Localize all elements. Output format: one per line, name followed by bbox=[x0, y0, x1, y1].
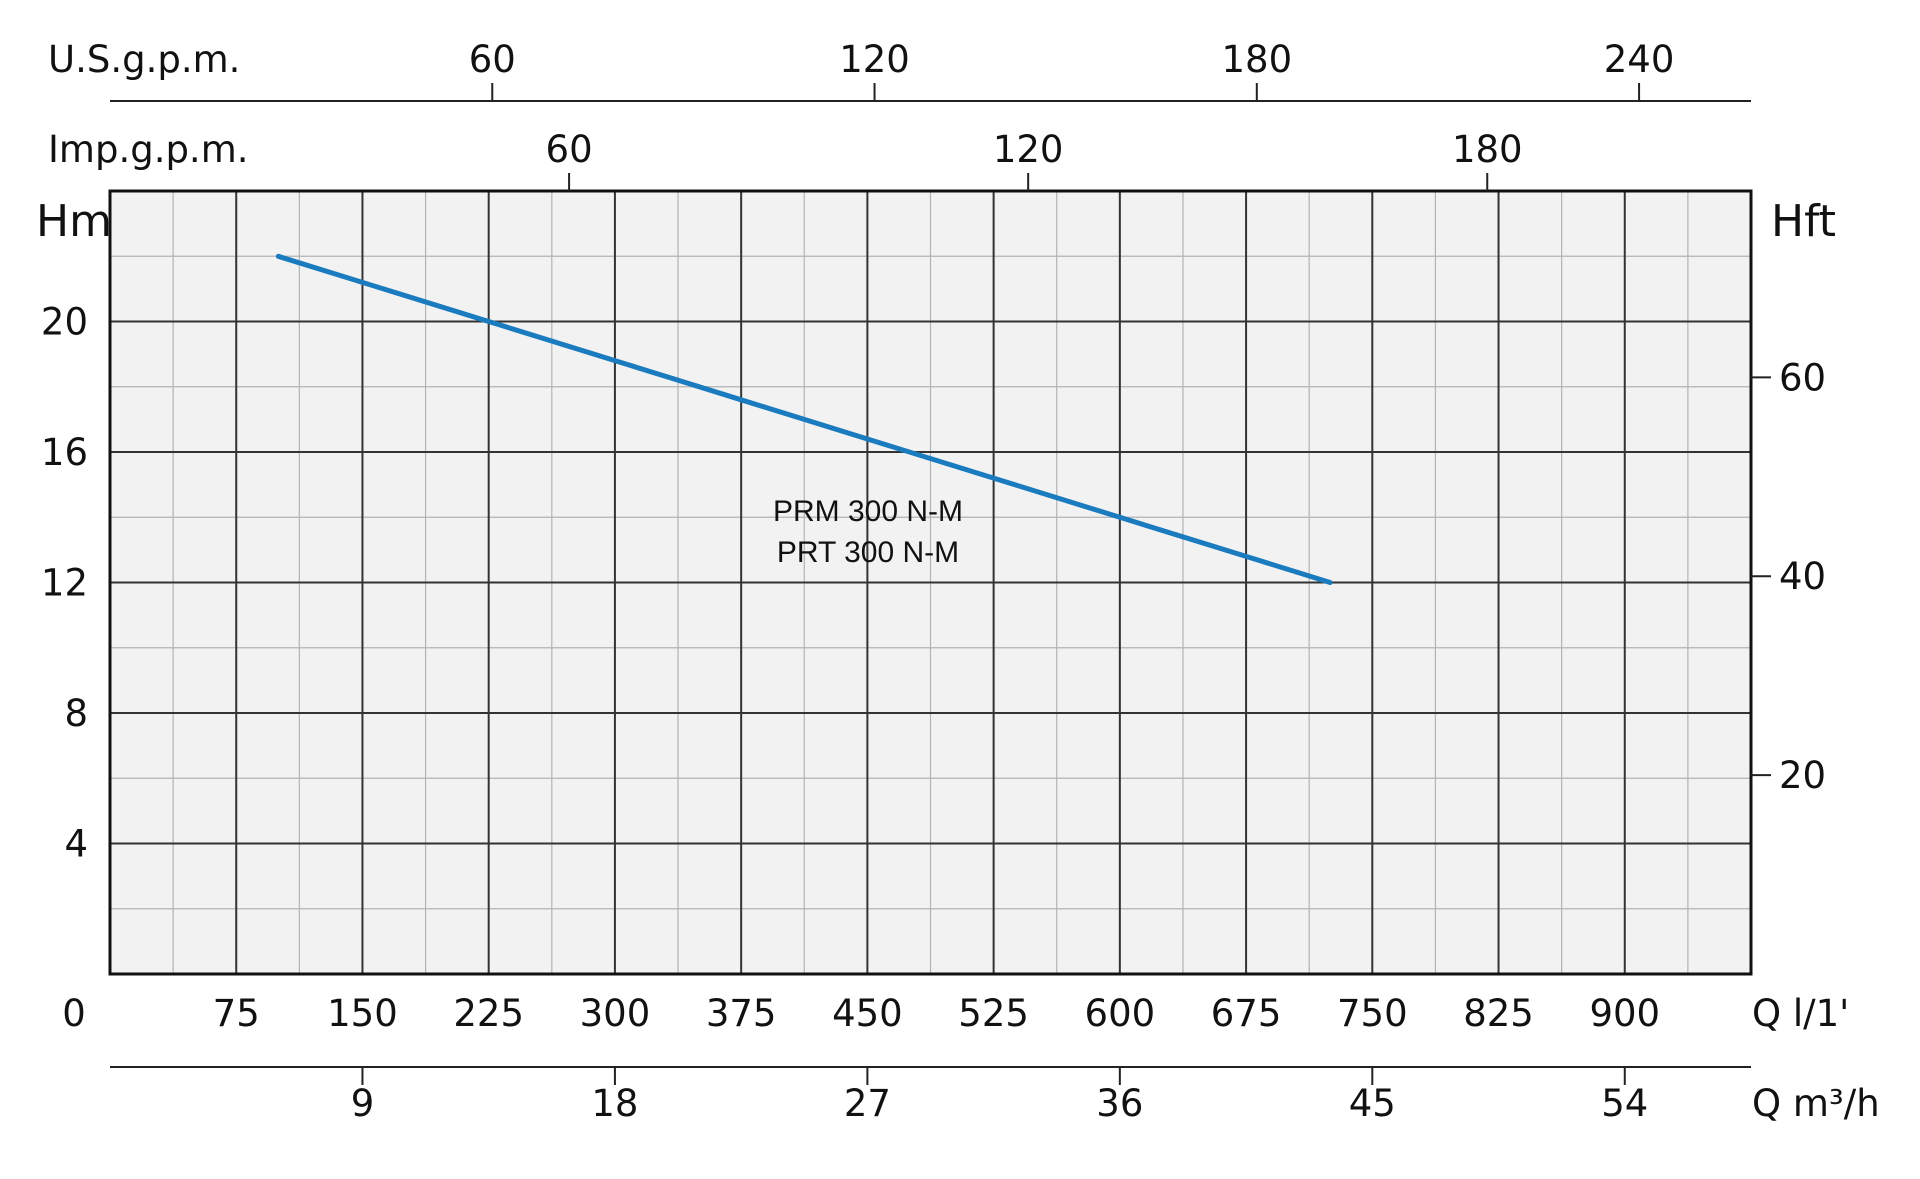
x-tick-label: 525 bbox=[958, 992, 1029, 1035]
impgpm-tick-label: 60 bbox=[546, 128, 593, 171]
y-tick-label: 4 bbox=[64, 823, 88, 866]
mh-tick-label: 18 bbox=[591, 1082, 638, 1125]
y2-tick-label: 60 bbox=[1779, 356, 1826, 399]
usgpm-tick-label: 180 bbox=[1221, 38, 1292, 81]
x-tick-label: 150 bbox=[327, 992, 398, 1035]
x-tick-label: 600 bbox=[1085, 992, 1156, 1035]
x-tick-label: 375 bbox=[706, 992, 777, 1035]
series-label-line-1: PRM 300 N-M bbox=[773, 495, 963, 528]
y2-tick-label: 20 bbox=[1779, 754, 1826, 797]
ticks-layer bbox=[361, 83, 1771, 1085]
y2-axis-label: Hft bbox=[1771, 196, 1836, 247]
y-tick-label: 8 bbox=[64, 692, 88, 735]
mh-tick-label: 27 bbox=[844, 1082, 891, 1125]
x-tick-label: 750 bbox=[1337, 992, 1408, 1035]
x-tick-label: 75 bbox=[213, 992, 260, 1035]
x-zero-label: 0 bbox=[62, 992, 86, 1035]
x-tick-label: 675 bbox=[1211, 992, 1282, 1035]
impgpm-tick-label: 120 bbox=[993, 128, 1064, 171]
x-tick-label: 825 bbox=[1463, 992, 1534, 1035]
x-tick-label: 300 bbox=[580, 992, 651, 1035]
x-tick-label: 225 bbox=[453, 992, 524, 1035]
usgpm-tick-label: 120 bbox=[839, 38, 910, 81]
mh-tick-label: 45 bbox=[1349, 1082, 1396, 1125]
labels-layer: 75 150 225 300 375 450 525 600 675 750 825 90048121… bbox=[41, 38, 1826, 1125]
y-axis-label: Hm bbox=[36, 196, 112, 247]
y-tick-label: 20 bbox=[41, 301, 88, 344]
series-line-prm-300 bbox=[275, 253, 1333, 585]
usgpm-tick-label: 60 bbox=[469, 38, 516, 81]
x-axis-label: Q l/1' bbox=[1752, 992, 1849, 1035]
y2-tick-label: 40 bbox=[1779, 555, 1826, 598]
usgpm-axis-label: U.S.g.p.m. bbox=[48, 38, 240, 81]
x-tick-label: 900 bbox=[1589, 992, 1660, 1035]
y-tick-label: 12 bbox=[41, 562, 88, 605]
y-tick-label: 16 bbox=[41, 431, 88, 474]
mh-tick-label: 36 bbox=[1096, 1082, 1143, 1125]
mh-tick-label: 9 bbox=[351, 1082, 375, 1125]
usgpm-tick-label: 240 bbox=[1604, 38, 1675, 81]
x-tick-label: 450 bbox=[832, 992, 903, 1035]
impgpm-tick-label: 180 bbox=[1452, 128, 1523, 171]
major-grid bbox=[110, 191, 1751, 974]
mh-axis-label: Q m³/h bbox=[1752, 1082, 1880, 1125]
mh-tick-label: 54 bbox=[1601, 1082, 1648, 1125]
impgpm-axis-label: Imp.g.p.m. bbox=[48, 128, 249, 171]
series-label-line-2: PRT 300 N-M bbox=[777, 536, 959, 569]
plot-frame bbox=[108, 189, 1753, 976]
